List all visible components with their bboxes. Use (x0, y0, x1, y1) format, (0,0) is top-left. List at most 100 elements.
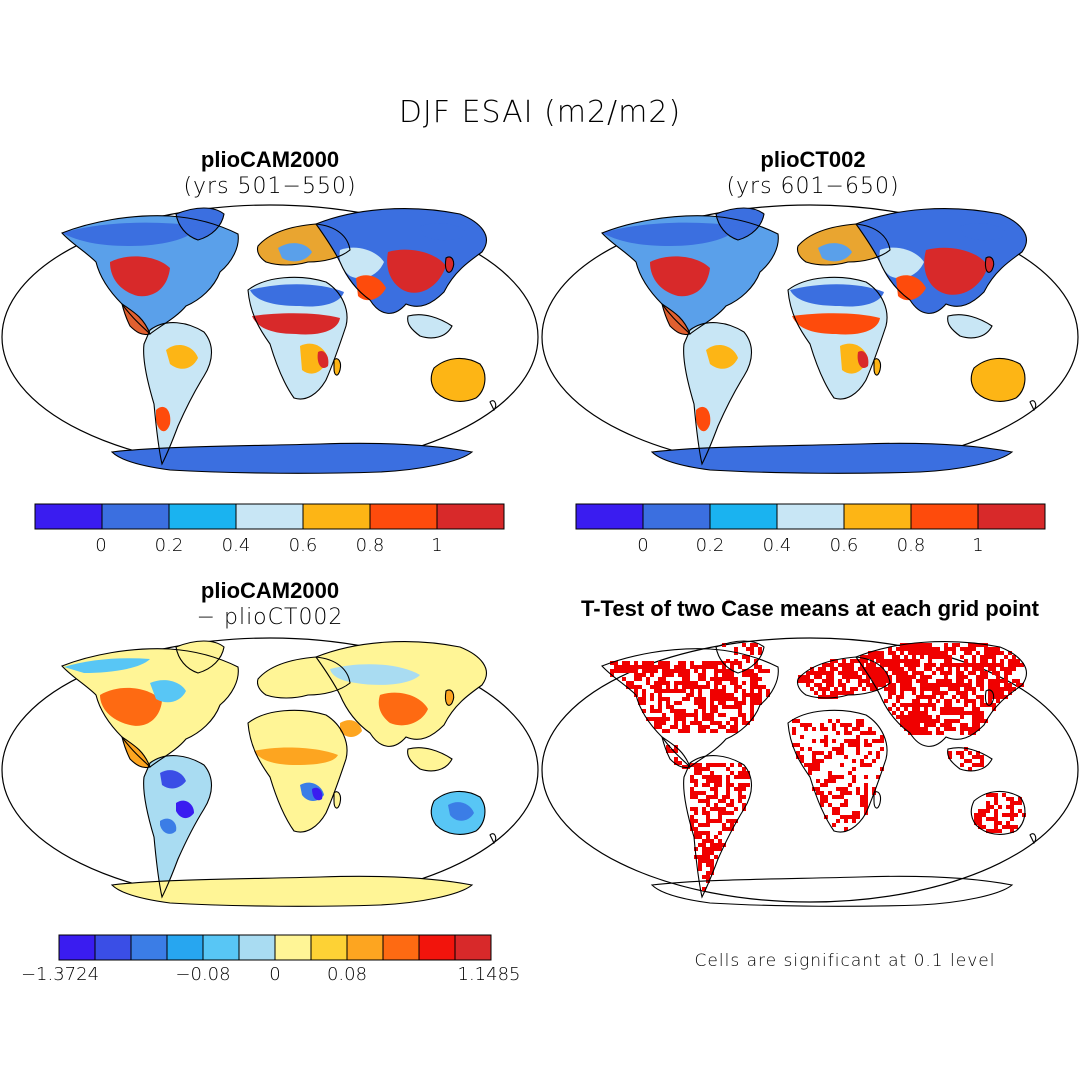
significant-cell (666, 701, 670, 705)
significant-cell (666, 729, 670, 733)
significant-cell (706, 831, 710, 835)
significant-cell (758, 665, 762, 669)
significant-cell (1006, 825, 1010, 829)
significant-cell (650, 673, 654, 677)
significant-cell (836, 795, 840, 799)
significant-cell (690, 807, 694, 811)
significant-cell (912, 711, 916, 715)
significant-cell (722, 811, 726, 815)
significant-cell (936, 683, 940, 687)
significant-cell (734, 807, 738, 811)
significant-cell (742, 693, 746, 697)
significant-cell (952, 683, 956, 687)
significant-cell (992, 703, 996, 707)
significant-cell (690, 665, 694, 669)
significant-cell (694, 665, 698, 669)
significant-cell (710, 843, 714, 847)
significant-cell (948, 679, 952, 683)
significant-cell (994, 825, 998, 829)
significant-cell (730, 665, 734, 669)
significant-cell (852, 727, 856, 731)
significant-cell (662, 661, 666, 665)
significant-cell (972, 763, 976, 767)
significant-cell (622, 661, 626, 665)
significant-cell (884, 663, 888, 667)
significant-cell (892, 691, 896, 695)
significant-cell (904, 683, 908, 687)
significant-cell (952, 719, 956, 723)
significant-cell (698, 689, 702, 693)
significant-cell (1010, 805, 1014, 809)
significant-cell (694, 709, 698, 713)
significant-cell (718, 713, 722, 717)
significant-cell (758, 651, 762, 655)
significant-cell (1018, 801, 1022, 805)
significant-cell (750, 685, 754, 689)
significant-cell (996, 691, 1000, 695)
significant-cell (722, 763, 726, 767)
significant-cell (856, 739, 860, 743)
significant-cell (916, 719, 920, 723)
significant-cell (976, 667, 980, 671)
significant-cell (982, 809, 986, 813)
significant-cell (734, 775, 738, 779)
significant-cell (968, 679, 972, 683)
cb3-swatch-4 (202, 934, 240, 961)
significant-cell (798, 679, 802, 683)
significant-cell (750, 673, 754, 677)
significant-cell (848, 731, 852, 735)
significant-cell (960, 751, 964, 755)
significant-cell (702, 685, 706, 689)
significant-cell (824, 795, 828, 799)
significant-cell (706, 875, 710, 879)
significant-cell (686, 673, 690, 677)
significant-cell (734, 681, 738, 685)
significant-cell (750, 705, 754, 709)
significant-cell (682, 725, 686, 729)
significant-cell (642, 697, 646, 701)
significant-cell (932, 651, 936, 655)
significant-cell (634, 665, 638, 669)
significant-cell (860, 799, 864, 803)
significant-cell (986, 805, 990, 809)
significant-cell (892, 659, 896, 663)
significant-cell (856, 723, 860, 727)
significant-cell (674, 701, 678, 705)
significant-cell (876, 671, 880, 675)
significant-cell (842, 691, 846, 695)
significant-cell (912, 719, 916, 723)
significant-cell (694, 791, 698, 795)
significant-cell (976, 695, 980, 699)
significant-cell (824, 739, 828, 743)
significant-cell (988, 683, 992, 687)
significant-cell (706, 839, 710, 843)
significant-cell (710, 819, 714, 823)
significant-cell (932, 647, 936, 651)
significant-cell (912, 651, 916, 655)
significant-cell (948, 727, 952, 731)
significant-cell (706, 795, 710, 799)
significant-cell (650, 697, 654, 701)
significant-cell (722, 827, 726, 831)
significant-cell (846, 691, 850, 695)
significant-cell (710, 705, 714, 709)
significant-cell (952, 647, 956, 651)
significant-cell (702, 875, 706, 879)
significant-cell (734, 689, 738, 693)
significant-cell (830, 695, 834, 699)
significant-cell (702, 705, 706, 709)
significant-cell (718, 677, 722, 681)
significant-cell (904, 687, 908, 691)
significant-cell (1004, 679, 1008, 683)
significant-cell (964, 699, 968, 703)
significant-cell (758, 693, 762, 697)
significant-cell (864, 731, 868, 735)
significant-cell (1008, 667, 1012, 671)
significant-cell (936, 655, 940, 659)
significant-cell (968, 759, 972, 763)
significant-cell (706, 803, 710, 807)
significant-cell (698, 867, 702, 871)
significant-cell (1012, 659, 1016, 663)
significant-cell (698, 725, 702, 729)
significant-cell (980, 679, 984, 683)
